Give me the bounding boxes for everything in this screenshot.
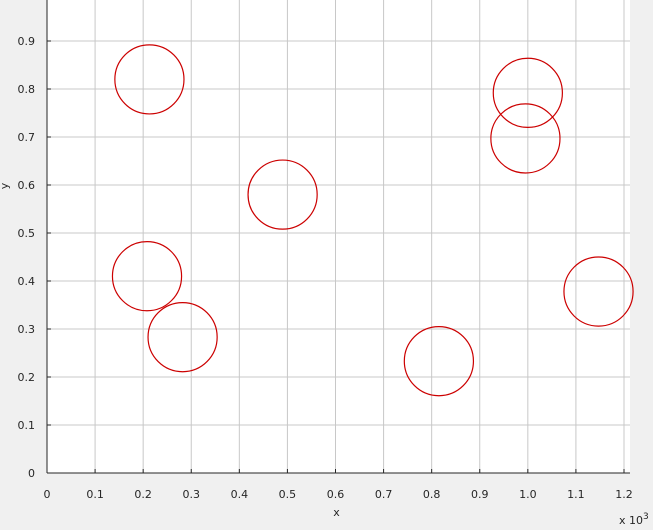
data-point-circle: [490, 103, 561, 174]
y-tick-label: 0.5: [18, 227, 36, 240]
data-points: [111, 44, 634, 397]
axis-ticks: 0 0.1 0.2 0.3 0.4 0.5 0.6 0.7 0.8 0.9 1.0 1.1 1.2 0 0.…: [18, 35, 633, 501]
x-tick-label: 0.3: [182, 488, 200, 501]
x-axis-exponent-power: 3: [643, 512, 649, 522]
x-tick-label: 0.1: [86, 488, 104, 501]
x-axis-label: x: [333, 506, 340, 519]
data-point-circle: [563, 256, 634, 327]
x-tick-label: 0.5: [279, 488, 297, 501]
y-tick-label: 0.6: [18, 179, 36, 192]
y-axis-label: y: [0, 182, 11, 189]
data-point-circle: [147, 302, 218, 373]
data-point-circle: [114, 44, 185, 115]
x-tick-label: 1.0: [519, 488, 537, 501]
y-tick-label: 0.9: [18, 35, 36, 48]
x-tick-label: 0: [44, 488, 51, 501]
y-tick-label: 0.7: [18, 131, 36, 144]
x-tick-label: 0.9: [471, 488, 489, 501]
x-tick-label: 0.4: [231, 488, 249, 501]
data-point-circle: [403, 326, 475, 397]
x-axis-exponent-base: x 10: [619, 514, 643, 527]
data-point-circle: [492, 57, 563, 128]
x-axis-exponent-label: x 103: [619, 512, 649, 527]
x-tick-label: 0.8: [423, 488, 441, 501]
data-point-circle: [111, 241, 183, 312]
data-point-circle: [247, 159, 318, 230]
x-tick-label: 1.1: [567, 488, 585, 501]
y-tick-label: 0.1: [18, 419, 36, 432]
axes-background: [47, 0, 630, 473]
y-tick-label: 0.4: [18, 275, 36, 288]
x-tick-label: 0.2: [134, 488, 152, 501]
y-tick-label: 0.3: [18, 323, 36, 336]
x-tick-label: 1.2: [615, 488, 633, 501]
x-tick-label: 0.6: [327, 488, 345, 501]
x-tick-label: 0.7: [375, 488, 393, 501]
y-tick-label: 0.2: [18, 371, 36, 384]
y-tick-label: 0.8: [18, 83, 36, 96]
y-tick-label: 0: [28, 467, 35, 480]
